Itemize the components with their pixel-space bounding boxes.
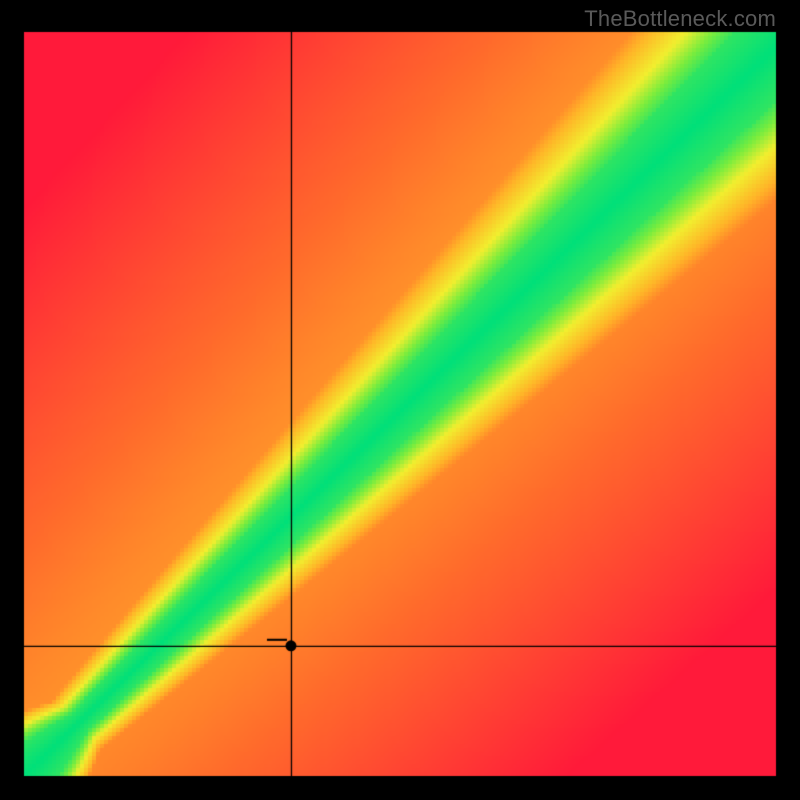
watermark-label: TheBottleneck.com <box>584 6 776 32</box>
bottleneck-heatmap <box>0 0 800 800</box>
chart-container: TheBottleneck.com <box>0 0 800 800</box>
